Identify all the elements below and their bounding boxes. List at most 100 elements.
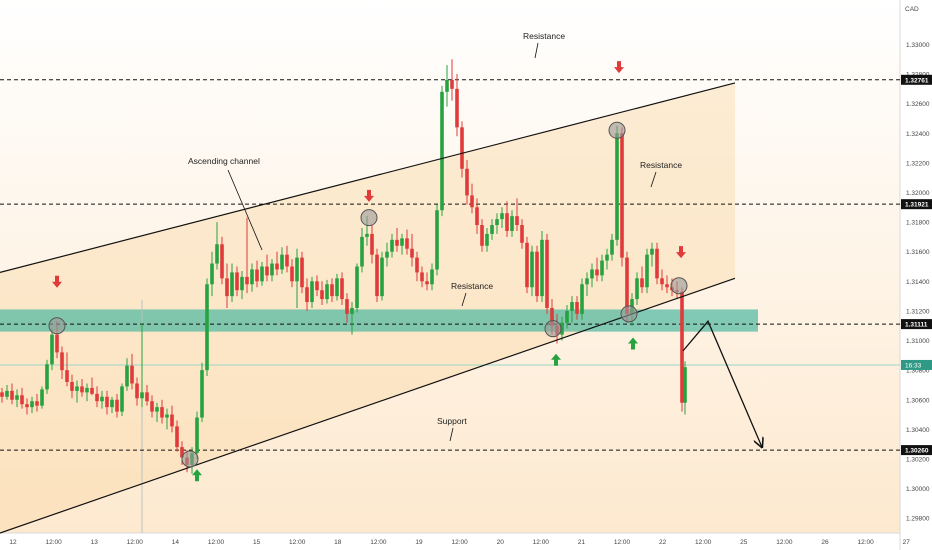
candle-body bbox=[325, 284, 329, 300]
candle-body bbox=[390, 239, 394, 252]
candle-body bbox=[355, 266, 359, 308]
candle-body bbox=[20, 395, 24, 405]
candle bbox=[200, 362, 204, 422]
plot-background bbox=[0, 0, 900, 533]
candle-body bbox=[485, 233, 489, 246]
up-arrow-icon bbox=[192, 469, 202, 482]
badge-label: 1.32761 bbox=[905, 77, 929, 84]
candle-body bbox=[365, 233, 369, 237]
badge-label: 1.31111 bbox=[905, 322, 928, 329]
candle-body bbox=[645, 254, 649, 288]
badge-label: 1.30260 bbox=[905, 448, 929, 455]
annotation-label: Support bbox=[437, 416, 467, 426]
touch-point bbox=[620, 305, 638, 323]
candle-body bbox=[320, 290, 324, 300]
level-price-badge: 1.30260 bbox=[901, 445, 932, 456]
candle-body bbox=[315, 281, 319, 291]
touch-point bbox=[48, 317, 66, 335]
candle-body bbox=[655, 248, 659, 279]
candle bbox=[375, 248, 379, 303]
candle-body bbox=[455, 88, 459, 128]
candle bbox=[170, 405, 174, 433]
candle-body bbox=[145, 392, 149, 402]
candle bbox=[400, 233, 404, 255]
candle bbox=[355, 263, 359, 313]
candle-body bbox=[615, 133, 619, 240]
candle bbox=[330, 278, 334, 303]
candle bbox=[145, 384, 149, 406]
candle bbox=[70, 374, 74, 399]
candle-body bbox=[475, 207, 479, 226]
candle-body bbox=[45, 364, 49, 390]
candle-body bbox=[200, 370, 204, 418]
candle bbox=[350, 302, 354, 335]
candle bbox=[410, 233, 414, 267]
candle bbox=[325, 279, 329, 304]
x-tick-label: 22 bbox=[659, 539, 667, 546]
y-tick-label: 1.29800 bbox=[906, 516, 930, 523]
candle-body bbox=[570, 302, 574, 311]
candle bbox=[295, 248, 299, 308]
candle bbox=[235, 266, 239, 297]
candle bbox=[510, 210, 514, 237]
candle bbox=[640, 266, 644, 294]
candle bbox=[250, 263, 254, 292]
candle bbox=[245, 217, 249, 294]
candle-body bbox=[95, 393, 99, 402]
candle-body bbox=[495, 219, 499, 226]
y-tick-label: 1.32600 bbox=[906, 101, 930, 108]
candle-body bbox=[405, 238, 409, 249]
candle-body bbox=[155, 407, 159, 412]
candle-body bbox=[265, 266, 269, 276]
candle bbox=[255, 260, 259, 288]
candle-body bbox=[440, 91, 444, 211]
candle-body bbox=[165, 414, 169, 418]
candle bbox=[75, 380, 79, 403]
down-arrow-icon bbox=[364, 189, 374, 202]
candle bbox=[435, 204, 439, 276]
candle-body bbox=[30, 401, 34, 408]
candle-body bbox=[620, 133, 624, 258]
candle-body bbox=[650, 248, 654, 255]
candle bbox=[80, 379, 84, 397]
candle-body bbox=[235, 272, 239, 291]
candle bbox=[285, 245, 289, 273]
candle-body bbox=[120, 386, 124, 412]
candle bbox=[40, 386, 44, 409]
candle bbox=[380, 251, 384, 301]
candle bbox=[310, 276, 314, 308]
candle-body bbox=[445, 79, 449, 92]
touch-point bbox=[544, 320, 562, 338]
badge-background bbox=[901, 74, 932, 85]
badge-label: 1.31921 bbox=[905, 202, 929, 209]
candle bbox=[390, 233, 394, 258]
candle-body bbox=[490, 225, 494, 234]
level-price-badge: 1.31921 bbox=[901, 199, 932, 210]
candle-body bbox=[65, 370, 69, 382]
candle bbox=[620, 127, 624, 267]
candle bbox=[470, 183, 474, 214]
candle bbox=[545, 233, 549, 314]
candle bbox=[230, 263, 234, 303]
candle-body bbox=[545, 239, 549, 308]
candle-body bbox=[595, 269, 599, 276]
candle-body bbox=[400, 238, 404, 246]
candle-body bbox=[25, 404, 29, 408]
candle bbox=[165, 408, 169, 430]
candle bbox=[150, 395, 154, 418]
candle bbox=[5, 384, 9, 400]
candle bbox=[85, 383, 89, 402]
candle bbox=[450, 59, 454, 101]
badge-label: 16:33 bbox=[905, 362, 922, 369]
candle-body bbox=[5, 390, 9, 397]
candle-body bbox=[540, 239, 544, 297]
candle-body bbox=[205, 284, 209, 371]
x-tick-label: 12:00 bbox=[127, 539, 144, 546]
candle bbox=[590, 263, 594, 288]
candle bbox=[540, 230, 544, 303]
candle bbox=[160, 399, 164, 424]
candle bbox=[385, 242, 389, 267]
candle-body bbox=[580, 284, 584, 314]
candle bbox=[460, 121, 464, 178]
